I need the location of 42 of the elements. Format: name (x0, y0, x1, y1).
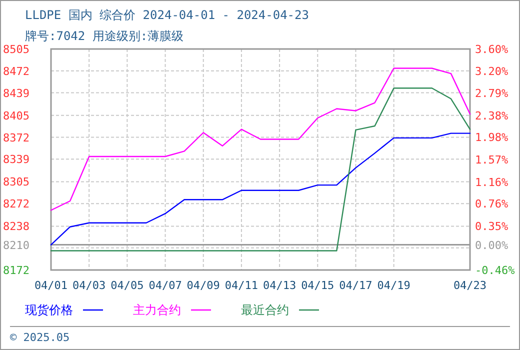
y2-tick-label: 0.00% (475, 238, 508, 252)
y-tick-label: 8439 (3, 86, 30, 100)
x-tick-label: 04/11 (224, 279, 258, 292)
chart-title: LLDPE 国内 综合价 2024-04-01 - 2024-04-23 (25, 8, 309, 22)
y2-tick-label: 0.76% (475, 198, 508, 211)
y-tick-label: 8472 (3, 64, 30, 78)
legend-label: 现货价格 (25, 303, 73, 317)
y2-tick-label: -0.46% (475, 264, 516, 277)
x-tick-label: 04/09 (186, 279, 220, 292)
y-tick-label: 8238 (3, 220, 30, 234)
y2-tick-label: 0.35% (475, 220, 508, 233)
x-tick-label: 04/01 (34, 279, 68, 292)
y-tick-label: 8405 (3, 109, 30, 122)
x-tick-label: 04/07 (148, 279, 182, 292)
y2-tick-label: 3.60% (475, 43, 508, 56)
y-tick-label: 8339 (3, 153, 30, 166)
y-tick-label: 8272 (3, 198, 30, 211)
line-series (50, 68, 471, 211)
x-tick-label: 04/15 (301, 279, 334, 292)
x-tick-label: 04/17 (339, 279, 372, 292)
y-tick-label: 8210 (3, 238, 30, 252)
legend-label: 主力合约 (133, 303, 181, 317)
y2-tick-label: 1.57% (475, 154, 508, 166)
x-tick-label: 04/03 (72, 279, 106, 292)
y-tick-label: 8372 (3, 131, 30, 144)
x-tick-label: 04/19 (377, 279, 410, 292)
y2-tick-label: 2.38% (475, 109, 508, 122)
chart-subtitle: 牌号:7042 用途级别:薄膜级 (25, 29, 184, 43)
text: © 2025.05 (10, 331, 70, 344)
x-tick-label: 04/13 (262, 279, 296, 292)
y2-tick-label: 3.20% (475, 64, 508, 78)
x-tick-label: 04/05 (110, 279, 144, 292)
y-tick-label: 8172 (3, 264, 30, 277)
y-tick-label: 8505 (3, 43, 30, 56)
x-tick-label: 04/23 (453, 279, 487, 292)
line-series (50, 88, 471, 252)
y-tick-label: 8305 (3, 176, 30, 189)
line-series (50, 132, 471, 246)
legend-label: 最近合约 (241, 303, 289, 317)
y2-tick-label: 2.79% (475, 87, 508, 100)
y2-tick-label: 1.98% (475, 131, 508, 144)
y2-tick-label: 1.16% (475, 176, 508, 189)
